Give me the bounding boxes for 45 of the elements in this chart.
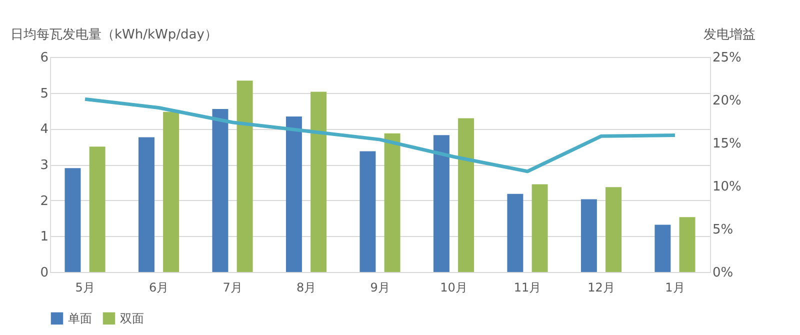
bar	[163, 112, 180, 272]
y-axis-title: 日均每瓦发电量（kWh/kWp/day）	[10, 28, 218, 42]
y2-axis-title: 发电增益	[704, 28, 756, 42]
x-tick-label: 6月	[148, 280, 169, 294]
bar	[64, 168, 81, 272]
y-tick-label: 3	[40, 158, 48, 173]
y2-tick-label: 0%	[712, 266, 734, 280]
bar	[679, 217, 696, 272]
y-tick-label: 0	[40, 266, 48, 280]
y2-tick-label: 5%	[712, 222, 734, 238]
bar	[384, 133, 400, 272]
bar	[360, 151, 376, 272]
y-tick-label: 1	[40, 230, 48, 245]
y2-tick-label: 10%	[712, 180, 742, 194]
y-tick-label: 2	[40, 194, 48, 209]
bar	[580, 199, 597, 272]
bar	[532, 184, 548, 272]
bar	[606, 187, 622, 272]
line-series	[83, 97, 677, 174]
y2-tick-label: 15%	[712, 136, 742, 152]
bar	[138, 137, 154, 272]
x-tick-label: 11月	[514, 280, 542, 294]
bar	[236, 80, 253, 272]
legend-label: 单面	[68, 311, 92, 326]
bar	[654, 224, 671, 272]
bar	[310, 92, 327, 272]
x-tick-label: 8月	[296, 280, 316, 294]
legend-label: 双面	[120, 311, 144, 326]
y2-tick-label: 20%	[712, 94, 742, 108]
bar	[433, 135, 450, 272]
bar	[286, 116, 302, 272]
x-tick-label: 7月	[222, 280, 242, 294]
x-tick-label: 9月	[370, 280, 390, 294]
bar	[89, 146, 106, 272]
y2-tick-label: 25%	[712, 50, 742, 66]
y-tick-label: 5	[40, 86, 48, 102]
bar	[212, 108, 228, 272]
x-tick-label: 10月	[440, 280, 468, 294]
bar	[458, 118, 474, 272]
y-tick-label: 4	[40, 122, 48, 138]
x-tick-label: 1月	[665, 280, 685, 294]
y-tick-label: 6	[40, 50, 48, 66]
x-tick-label: 5月	[75, 280, 95, 294]
bar	[507, 194, 524, 272]
x-tick-label: 12月	[588, 280, 615, 294]
